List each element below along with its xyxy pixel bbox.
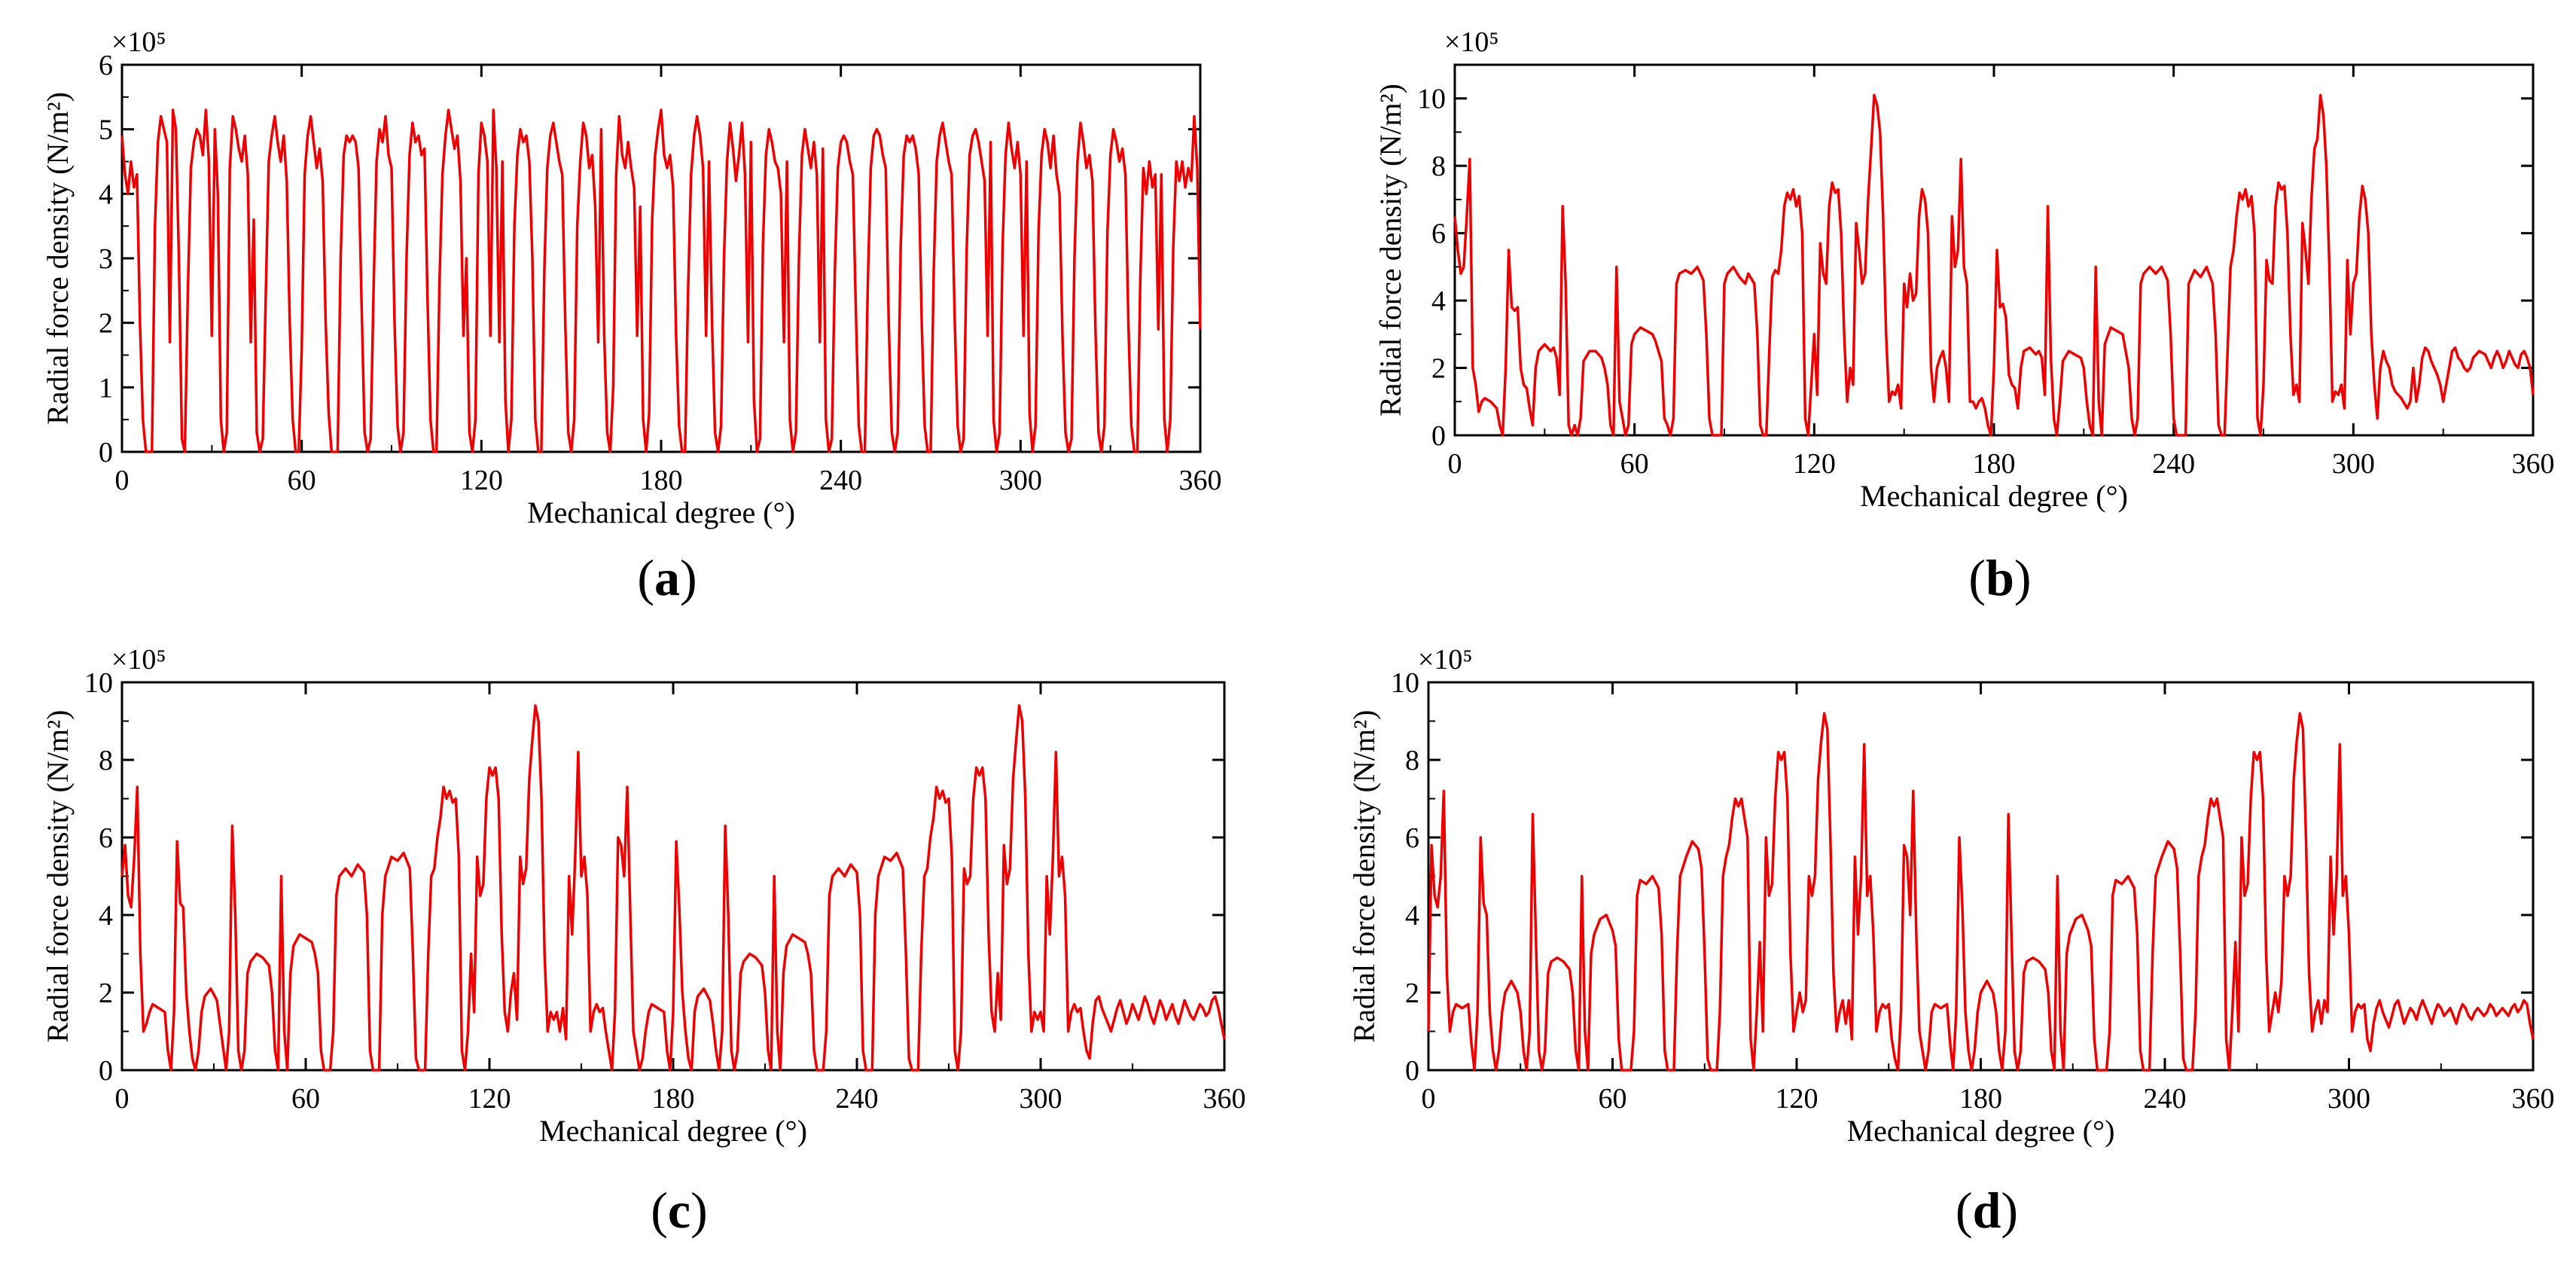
plot-frame: [1427, 681, 2535, 1072]
x-axis-label: Mechanical degree (°): [527, 496, 795, 529]
panel-label: (b): [1968, 549, 2031, 606]
x-tick-label: 120: [460, 465, 503, 496]
x-tick-label: 0: [115, 465, 130, 496]
y-axis-label: Radial force density (N/m²): [41, 92, 75, 425]
x-tick-label: 240: [2152, 448, 2195, 480]
y-axis-label: Radial force density (N/m²): [41, 710, 75, 1043]
x-axis-label: Mechanical degree (°): [1860, 479, 2128, 513]
x-tick-label: 60: [1620, 448, 1649, 480]
y-tick-label: 4: [1405, 900, 1419, 932]
x-tick-label: 360: [2512, 1083, 2555, 1115]
y-tick-label: 2: [1405, 978, 1419, 1009]
x-tick-label: 300: [2328, 1083, 2370, 1115]
y-tick-label: 8: [99, 745, 113, 776]
x-tick-label: 360: [1179, 465, 1222, 496]
x-tick-label: 180: [1973, 448, 2016, 480]
series-line: [1453, 93, 2535, 437]
y-tick-label: 3: [99, 243, 113, 275]
chart-panel-c: 0 60 120 180 240 300 360 0 2 4 6 8 10×10⁵ Mechanical …: [41, 644, 1246, 1239]
series-line: [1427, 712, 2535, 1072]
panel-label: (a): [637, 549, 697, 606]
y-tick-label: 6: [99, 50, 113, 81]
x-tick-label: 0: [1448, 448, 1462, 480]
x-tick-label: 120: [1776, 1083, 1818, 1115]
chart-panel-d: 0 60 120 180 240 300 360 0 2 4 6 8 10×10⁵ Mechanical …: [1347, 644, 2555, 1239]
x-tick-label: 240: [836, 1083, 879, 1115]
y-tick-label: 0: [99, 437, 113, 468]
x-tick-label: 0: [115, 1083, 130, 1115]
y-tick-label: 2: [1431, 353, 1446, 385]
y-tick-label: 6: [1405, 822, 1419, 854]
y-tick-label: 10: [1391, 667, 1419, 699]
x-tick-label: 60: [1599, 1083, 1627, 1115]
y-tick-label: 0: [1431, 420, 1446, 452]
x-tick-label: 300: [2332, 448, 2375, 480]
y-tick-label: 5: [99, 114, 113, 146]
panel-label: (d): [1956, 1182, 2018, 1239]
y-scale-label: ×10⁵: [1444, 26, 1499, 58]
x-tick-label: 180: [652, 1083, 695, 1115]
y-tick-label: 0: [1405, 1055, 1419, 1087]
y-tick-label: 8: [1431, 151, 1446, 182]
x-tick-label: 300: [999, 465, 1042, 496]
y-tick-label: 6: [1431, 218, 1446, 250]
x-tick-label: 120: [468, 1083, 511, 1115]
x-axis-label: Mechanical degree (°): [1847, 1114, 2115, 1148]
x-tick-label: 360: [2512, 448, 2555, 480]
chart-panel-a: 0 60 120 180 240 300 360 0 1 2 3 4 5 6×10⁵ Mechanical …: [41, 26, 1222, 606]
chart-panel-b: 0 60 120 180 240 300 360 0 2 4 6 8 10 ×10⁵ Mechanical …: [1373, 26, 2555, 606]
series-line: [120, 704, 1226, 1072]
x-tick-label: 180: [640, 465, 683, 496]
x-tick-label: 240: [819, 465, 862, 496]
x-axis-label: Mechanical degree (°): [539, 1114, 807, 1148]
y-tick-label: 8: [1405, 745, 1419, 776]
y-tick-label: 10: [1417, 84, 1446, 115]
x-tick-label: 60: [288, 465, 316, 496]
y-tick-label: 4: [1431, 285, 1446, 317]
y-tick-label: 1: [99, 372, 113, 404]
y-axis-label: Radial force density (N/m²): [1373, 84, 1407, 416]
y-tick-label: 4: [99, 900, 113, 932]
y-tick-label: 4: [99, 178, 113, 210]
x-tick-label: 120: [1793, 448, 1836, 480]
y-axis-label: Radial force density (N/m²): [1347, 710, 1381, 1043]
x-tick-label: 240: [2144, 1083, 2187, 1115]
x-tick-label: 360: [1203, 1083, 1246, 1115]
y-tick-label: 0: [99, 1055, 113, 1087]
x-tick-label: 60: [291, 1083, 320, 1115]
x-tick-label: 300: [1020, 1083, 1062, 1115]
y-tick-label: 2: [99, 308, 113, 340]
x-tick-label: 180: [1959, 1083, 2002, 1115]
panel-label: (c): [651, 1182, 708, 1239]
y-tick-label: 6: [99, 822, 113, 854]
y-scale-label: ×10⁵: [111, 644, 166, 676]
x-tick-label: 0: [1422, 1083, 1436, 1115]
y-scale-label: ×10⁵: [111, 26, 166, 58]
y-tick-label: 10: [84, 667, 113, 699]
y-scale-label: ×10⁵: [1418, 644, 1473, 676]
y-tick-label: 2: [99, 978, 113, 1009]
series-line: [120, 108, 1202, 453]
